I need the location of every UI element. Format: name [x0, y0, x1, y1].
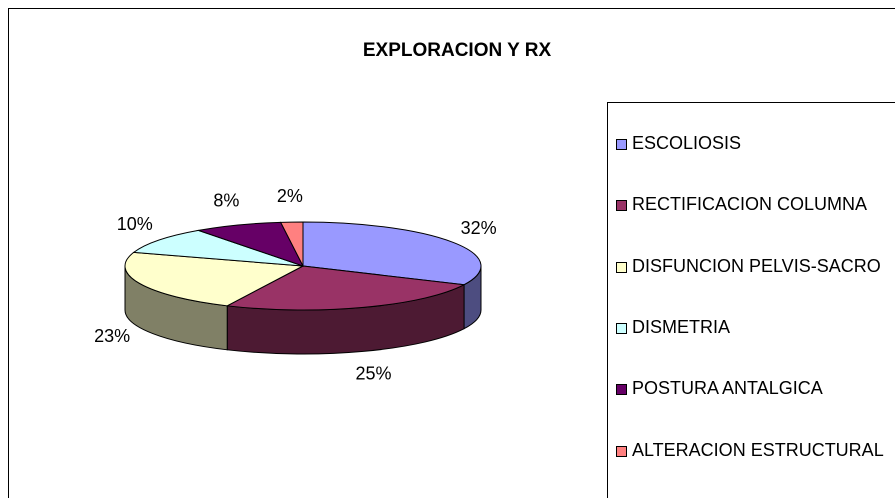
- legend-swatch: [616, 445, 627, 457]
- legend-label: ESCOLIOSIS: [632, 133, 742, 154]
- legend-label: DISFUNCION PELVIS-SACRO: [632, 255, 881, 276]
- data-label: 8%: [213, 191, 239, 211]
- slice: [132, 229, 304, 267]
- chart-title: EXPLORACION Y RX: [363, 40, 552, 61]
- legend-swatch: [616, 139, 627, 151]
- legend-item: ALTERACION ESTRUCTURAL: [616, 437, 895, 464]
- legend-swatch: [616, 200, 627, 212]
- legend-item: POSTURA ANTALGICA: [616, 375, 895, 402]
- legend-item: ESCOLIOSIS: [616, 130, 895, 157]
- legend: ESCOLIOSIS RECTIFICACION COLUMNA DISFUNCIO…: [607, 102, 895, 498]
- legend-item: DISFUNCION PELVIS-SACRO: [616, 253, 895, 280]
- slice: [124, 251, 305, 307]
- data-label: 32%: [461, 218, 497, 238]
- legend-swatch: [616, 323, 627, 335]
- slice: [302, 221, 482, 286]
- data-label: 2%: [277, 186, 303, 206]
- slice: [196, 221, 305, 267]
- legend-swatch: [616, 261, 627, 273]
- data-label: 10%: [117, 214, 153, 234]
- legend-label: POSTURA ANTALGICA: [632, 378, 823, 399]
- legend-item: RECTIFICACION COLUMNA: [616, 191, 895, 218]
- slice: [279, 221, 304, 267]
- legend-label: RECTIFICACION COLUMNA: [632, 194, 868, 215]
- legend-label: DISMETRIA: [632, 317, 731, 338]
- data-label: 25%: [355, 364, 391, 384]
- legend-swatch: [616, 384, 627, 396]
- data-label: 23%: [94, 326, 130, 346]
- legend-label: ALTERACION ESTRUCTURAL: [632, 439, 884, 460]
- slice: [225, 265, 466, 311]
- legend-item: DISMETRIA: [616, 314, 895, 341]
